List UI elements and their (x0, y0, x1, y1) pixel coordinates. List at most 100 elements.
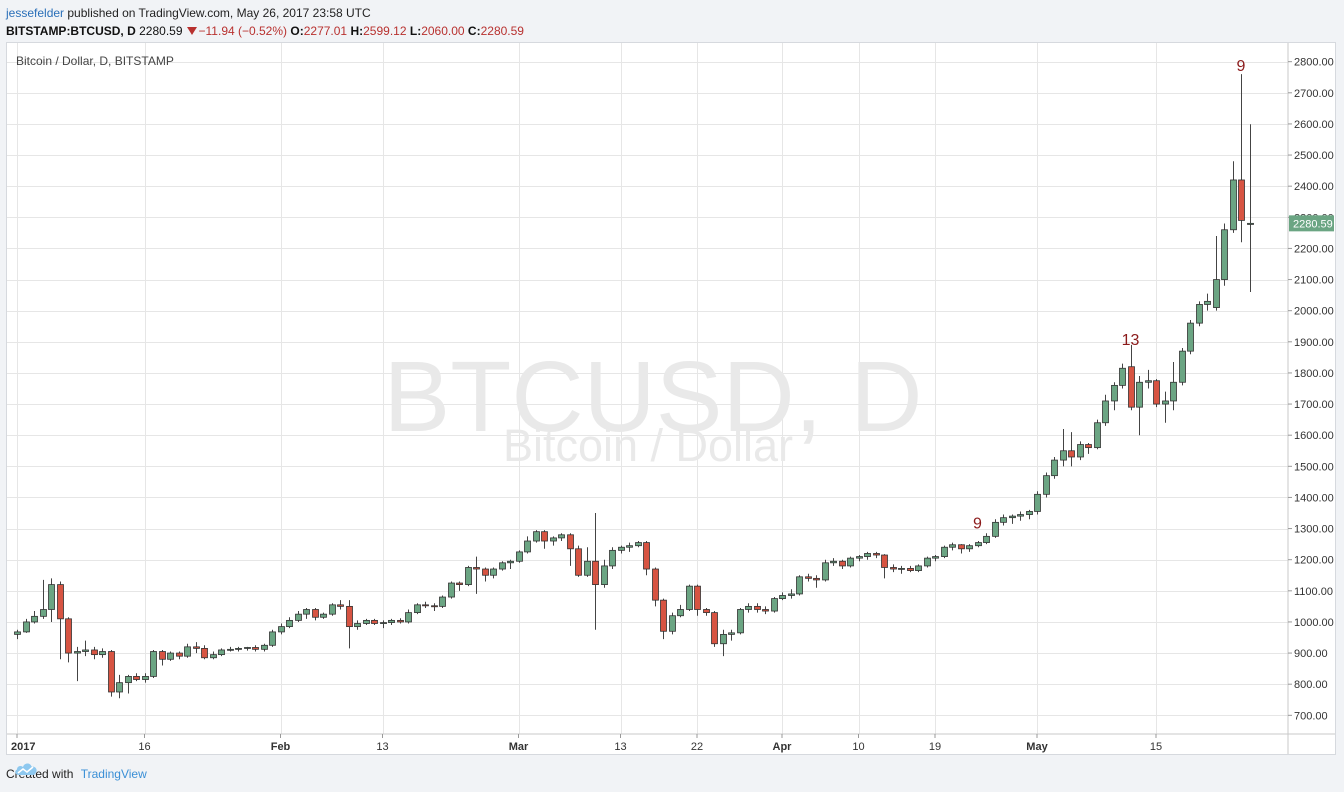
candle-body (507, 560, 514, 564)
price-tick-label: 700.00 (1294, 710, 1328, 722)
candle (626, 542, 633, 552)
candle (932, 555, 939, 562)
candle-body (1230, 179, 1237, 231)
candle-body (329, 604, 336, 615)
candle-body (873, 553, 880, 556)
price-tick-label: 800.00 (1294, 679, 1328, 691)
candle (907, 565, 914, 573)
candle (312, 607, 319, 621)
candle-body (142, 676, 149, 680)
candle-body (754, 605, 761, 610)
candles (14, 74, 1254, 699)
price-tick-label: 1600.00 (1294, 430, 1334, 442)
candle-body (1102, 400, 1109, 424)
candle (286, 617, 293, 629)
candle-body (40, 609, 47, 617)
candle (533, 530, 540, 543)
candlestick-chart[interactable]: BTCUSD, D Bitcoin / Dollar Bitcoin / Dol… (7, 43, 1335, 754)
candle (669, 612, 676, 635)
candle-body (74, 651, 81, 654)
candle (91, 646, 98, 660)
chart-panel[interactable]: BTCUSD, D Bitcoin / Dollar Bitcoin / Dol… (6, 42, 1336, 755)
candle-body (516, 551, 523, 562)
price-tick-label: 1900.00 (1294, 337, 1334, 349)
candle-body (159, 651, 166, 660)
candle (1204, 293, 1211, 311)
candle (218, 648, 225, 657)
candle (1017, 511, 1024, 521)
candle (635, 541, 642, 548)
candle-body (694, 585, 701, 610)
tradingview-brand[interactable]: TradingView (80, 767, 147, 781)
candle-body (167, 652, 174, 660)
tradingview-cloud-icon[interactable] (14, 762, 38, 776)
candle (864, 551, 871, 560)
candle (244, 646, 251, 651)
price-tick-label: 1300.00 (1294, 524, 1334, 536)
candle-body (82, 649, 89, 652)
time-tick-label: 2017 (11, 741, 35, 753)
candle (473, 556, 480, 594)
candle (779, 592, 786, 601)
last-price-marker: 2280.59 (1289, 215, 1334, 232)
candle-body (813, 577, 820, 581)
chart-title: Bitcoin / Dollar, D, BITSTAMP (16, 54, 174, 68)
time-tick-label: 22 (691, 741, 703, 753)
candle-body (210, 654, 217, 659)
candle-body (48, 584, 55, 610)
candle (660, 598, 667, 640)
candle-body (1085, 444, 1092, 449)
candle (380, 620, 387, 629)
candle (762, 606, 769, 615)
candle (252, 645, 259, 652)
candle-body (643, 542, 650, 570)
candle-body (1034, 493, 1041, 512)
candle-body (856, 556, 863, 559)
candle (269, 629, 276, 647)
candle (1051, 456, 1058, 479)
candle-body (1162, 400, 1169, 405)
close-label: C: (467, 24, 481, 38)
candle (456, 581, 463, 591)
candle (720, 629, 727, 657)
candle-body (235, 648, 242, 650)
annotations: 9 13 9 (973, 58, 1246, 533)
candle-body (116, 682, 123, 693)
candle (108, 649, 115, 697)
candle-body (363, 619, 370, 624)
candle-body (1051, 459, 1058, 477)
price-tick-label: 2100.00 (1294, 275, 1334, 287)
candle (830, 558, 837, 566)
grid-lines (7, 43, 1288, 734)
time-axis[interactable]: 2017 16 Feb 13 Mar 13 22 Apr 10 19 May 15 (11, 734, 1162, 753)
candle (958, 544, 965, 554)
time-tick-label: 13 (614, 741, 626, 753)
symbol-name[interactable]: BITSTAMP:BTCUSD, D (6, 24, 136, 38)
last-price: 2280.59 (139, 24, 183, 38)
candle-body (728, 632, 735, 635)
candle (541, 530, 548, 549)
candle-body (388, 619, 395, 623)
candle (397, 618, 404, 624)
candle (371, 618, 378, 626)
low-label: L: (409, 24, 422, 38)
author-link[interactable]: jessefelder (6, 6, 65, 20)
candle-body (711, 612, 718, 645)
price-axis[interactable]: 700.00 800.00 900.00 1000.00 1100.00 1200.00 1… (1288, 57, 1334, 723)
price-tick-label: 2500.00 (1294, 150, 1334, 162)
candle-body (941, 546, 948, 557)
candle-body (1221, 229, 1228, 280)
price-tick-label: 1200.00 (1294, 555, 1334, 567)
candle-body (915, 565, 922, 571)
candle (915, 564, 922, 573)
candle-body (1128, 366, 1135, 408)
candle-body (354, 623, 361, 628)
candle (422, 601, 429, 608)
candle-body (822, 562, 829, 581)
candle (873, 551, 880, 559)
candle-body (788, 593, 795, 596)
candle (1196, 301, 1203, 327)
candle (847, 556, 854, 568)
candle-body (1204, 300, 1211, 305)
candle (82, 640, 89, 657)
